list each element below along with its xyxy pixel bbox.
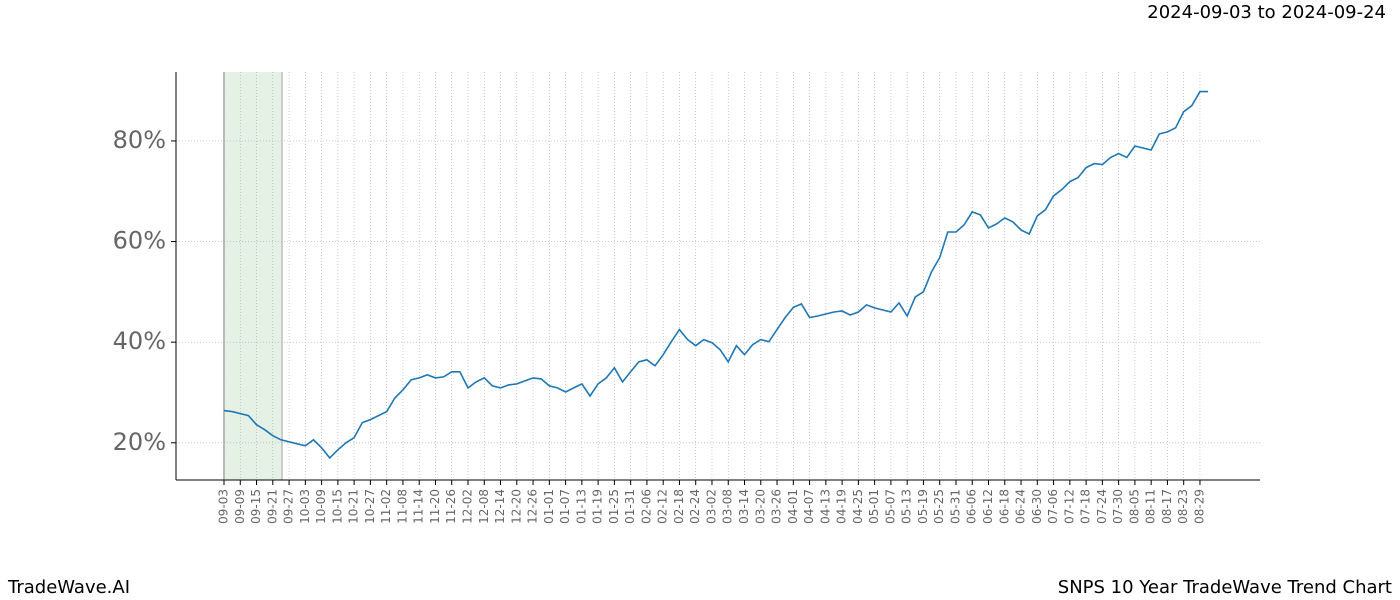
x-tick-label: 08-11 (1144, 489, 1158, 524)
x-tick-label: 12-08 (477, 489, 491, 524)
x-tick-label: 08-05 (1127, 489, 1141, 524)
x-tick-label: 12-20 (509, 489, 523, 524)
x-tick-label: 10-15 (330, 489, 344, 524)
x-tick-label: 01-19 (591, 489, 605, 524)
x-tick-label: 12-02 (460, 489, 474, 524)
x-tick-label: 02-18 (672, 489, 686, 524)
x-tick-label: 03-26 (770, 489, 784, 524)
x-tick-label: 12-14 (493, 489, 507, 524)
highlight-span (224, 72, 282, 480)
x-tick-label: 06-24 (1014, 489, 1028, 524)
y-tick-label: 60% (113, 227, 166, 255)
x-tick-label: 04-13 (818, 489, 832, 524)
x-tick-label: 03-20 (753, 489, 767, 524)
x-tick-label: 11-14 (412, 489, 426, 524)
x-tick-label: 01-01 (542, 489, 556, 524)
x-tick-label: 03-02 (704, 489, 718, 524)
x-tick-label: 08-17 (1160, 489, 1174, 524)
x-tick-label: 07-24 (1095, 489, 1109, 524)
x-tick-label: 06-12 (981, 489, 995, 524)
x-tick-label: 05-07 (883, 489, 897, 524)
x-tick-label: 02-06 (639, 489, 653, 524)
footer-title: SNPS 10 Year TradeWave Trend Chart (1058, 577, 1392, 598)
x-tick-label: 11-26 (444, 489, 458, 524)
x-tick-label: 09-03 (217, 489, 231, 524)
x-tick-label: 04-07 (802, 489, 816, 524)
x-tick-label: 01-25 (607, 489, 621, 524)
brand: TradeWave.AI (7, 577, 130, 598)
x-tick-label: 02-12 (656, 489, 670, 524)
x-tick-label: 01-07 (558, 489, 572, 524)
y-tick-label: 40% (113, 327, 166, 355)
x-tick-label: 10-09 (314, 489, 328, 524)
x-tick-label: 09-21 (265, 489, 279, 524)
x-tick-label: 06-18 (997, 489, 1011, 524)
x-tick-label: 10-21 (347, 489, 361, 524)
x-tick-label: 05-01 (867, 489, 881, 524)
x-tick-label: 09-09 (233, 489, 247, 524)
x-tick-label: 10-03 (298, 489, 312, 524)
x-tick-label: 08-29 (1192, 489, 1206, 524)
x-tick-label: 01-31 (623, 489, 637, 524)
x-tick-label: 01-13 (574, 489, 588, 524)
x-tick-label: 07-06 (1046, 489, 1060, 524)
x-tick-label: 05-31 (948, 489, 962, 524)
x-tick-label: 05-19 (916, 489, 930, 524)
data-line (223, 90, 1209, 460)
x-tick-label: 09-27 (282, 489, 296, 524)
x-tick-label: 04-19 (835, 489, 849, 524)
x-tick-label: 07-30 (1111, 489, 1125, 524)
y-tick-label: 80% (113, 126, 166, 154)
x-tick-label: 02-24 (688, 489, 702, 524)
x-tick-label: 07-12 (1062, 489, 1076, 524)
date-range: 2024-09-03 to 2024-09-24 (1147, 2, 1386, 23)
x-tick-label: 04-01 (786, 489, 800, 524)
x-tick-label: 06-06 (965, 489, 979, 524)
x-tick-label: 11-08 (395, 489, 409, 524)
y-tick-label: 20% (113, 428, 166, 456)
x-tick-label: 05-25 (932, 489, 946, 524)
x-tick-label: 04-25 (851, 489, 865, 524)
x-tick-label: 05-13 (900, 489, 914, 524)
x-tick-label: 11-20 (428, 489, 442, 524)
x-tick-label: 12-26 (526, 489, 540, 524)
x-tick-label: 03-08 (721, 489, 735, 524)
x-tick-label: 11-02 (379, 489, 393, 524)
x-tick-label: 08-23 (1176, 489, 1190, 524)
x-tick-label: 03-14 (737, 489, 751, 524)
x-tick-label: 10-27 (363, 489, 377, 524)
x-tick-label: 07-18 (1079, 489, 1093, 524)
x-tick-label: 06-30 (1030, 489, 1044, 524)
x-tick-label: 09-15 (249, 489, 263, 524)
